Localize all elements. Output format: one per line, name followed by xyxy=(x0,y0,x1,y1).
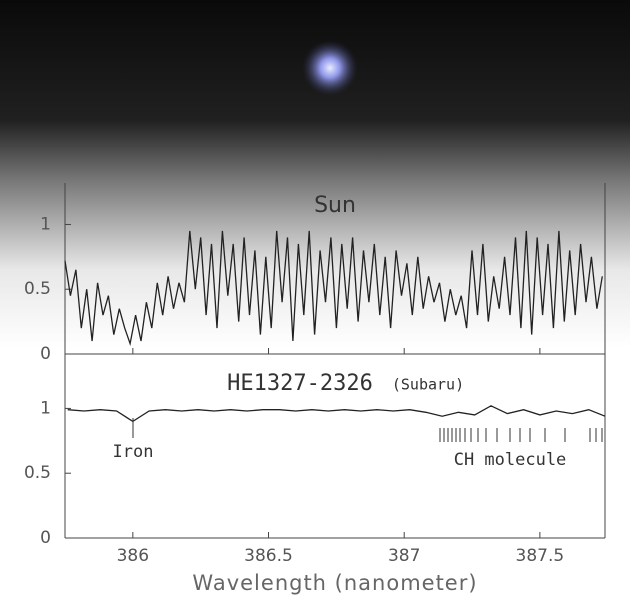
ch-lines xyxy=(439,428,603,442)
y-tick-label: 0 xyxy=(40,344,51,364)
y-tick-label: 0.5 xyxy=(24,463,51,483)
x-tick-label: 386.5 xyxy=(244,546,293,566)
x-tick-label: 386 xyxy=(117,546,149,566)
star xyxy=(302,40,358,96)
x-tick-label: 387.5 xyxy=(516,546,565,566)
panel-title: HE1327-2326 xyxy=(227,371,373,396)
panel-title: Sun xyxy=(314,193,356,218)
plots: 0 0.5 1 0 0.5 1 386 386.5 387 387.5 xyxy=(24,183,606,566)
y-tick-label: 0 xyxy=(40,528,51,548)
y-tick-label: 1 xyxy=(40,398,51,418)
spectrum-line xyxy=(67,405,606,423)
x-axis-title: Wavelength (nanometer) xyxy=(192,571,477,595)
spectrum-line xyxy=(64,230,603,347)
y-tick-label: 0.5 xyxy=(24,279,51,299)
panel-subtitle: (Subaru) xyxy=(392,376,464,394)
y-tick-label: 1 xyxy=(40,214,51,234)
x-tick-label: 387 xyxy=(388,546,420,566)
iron-label: Iron xyxy=(113,442,154,462)
ch-label: CH molecule xyxy=(454,450,567,470)
